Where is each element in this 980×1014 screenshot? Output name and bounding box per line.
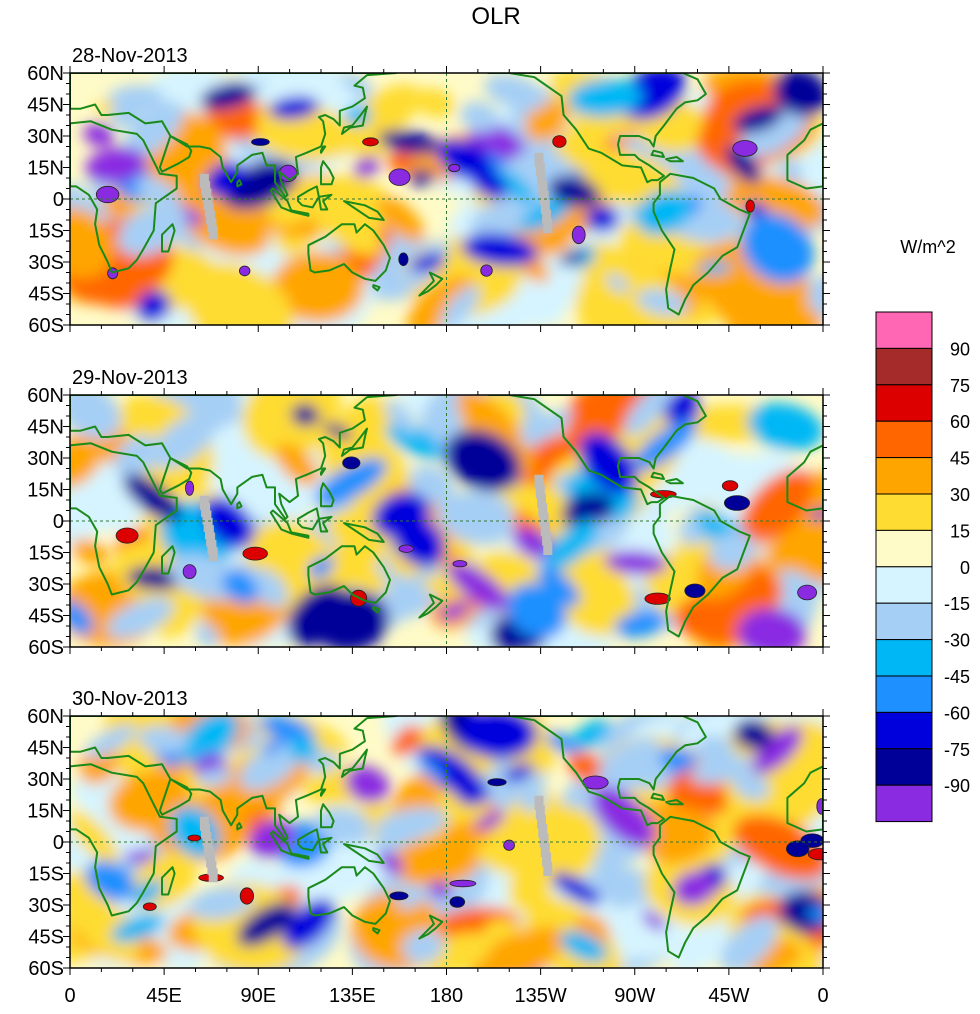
colorbar-swatch <box>875 639 933 677</box>
lat-label: 45N <box>27 738 64 760</box>
colorbar-level-label: -90 <box>944 776 970 796</box>
lat-label: 45S <box>28 927 64 949</box>
lon-label: 135E <box>329 985 376 1007</box>
colorbar-level-label: 15 <box>950 521 970 541</box>
colorbar: 90 75 60 45 30 15 0 -15 -30 -45 -60 -75 -90 <box>875 311 970 823</box>
colorbar-level-label: -45 <box>944 667 970 687</box>
lon-label: 90W <box>614 985 655 1007</box>
anomaly-field <box>70 73 823 325</box>
lon-axis-labels: 0 45E 90E 135E 180 135W 90W 45W 0 <box>64 985 828 1007</box>
lat-label: 30S <box>28 252 64 274</box>
panel-date: 30-Nov-2013 <box>72 688 188 710</box>
colorbar-level-label: 45 <box>950 449 970 469</box>
lat-label: 60N <box>27 706 64 728</box>
lat-label: 45N <box>27 95 64 117</box>
colorbar-swatch <box>875 602 933 641</box>
lat-label: 60S <box>28 315 64 337</box>
colorbar-level-label: 90 <box>950 339 970 359</box>
lat-label: 15N <box>27 158 64 180</box>
olr-panel-2: 60N 45N 30N 15N 0 15S 30S 45S 60S 29-Nov-2013 <box>27 367 830 659</box>
colorbar-level-label: 30 <box>950 485 970 505</box>
panel-date: 28-Nov-2013 <box>72 45 188 67</box>
olr-panel-3: 60N 45N 30N 15N 0 15S 30S 45S 60S 30-Nov-2013 <box>27 688 830 980</box>
lat-label: 15S <box>28 864 64 886</box>
lat-label: 15S <box>28 543 64 565</box>
lon-label: 0 <box>64 985 75 1007</box>
colorbar-swatch <box>875 311 933 349</box>
lon-label: 45E <box>146 985 182 1007</box>
coastlines <box>70 716 823 959</box>
figure-title: OLR <box>471 3 520 30</box>
lat-label: 30N <box>27 769 64 791</box>
lat-label: 15N <box>27 480 64 502</box>
lat-label: 15N <box>27 801 64 823</box>
colorbar-swatch <box>875 493 933 531</box>
colorbar-swatch <box>875 748 933 786</box>
colorbar-swatch <box>875 347 933 386</box>
lat-label: 0 <box>53 189 64 211</box>
coastlines <box>70 73 823 316</box>
colorbar-swatch <box>875 420 933 459</box>
lat-label: 15S <box>28 221 64 243</box>
lat-label: 45N <box>27 417 64 439</box>
lat-label: 30S <box>28 574 64 596</box>
lat-label: 45S <box>28 284 64 306</box>
lat-label: 30S <box>28 895 64 917</box>
lat-label: 60N <box>27 385 64 407</box>
panel-date: 29-Nov-2013 <box>72 367 188 389</box>
lon-label: 0 <box>817 985 828 1007</box>
colorbar-swatch <box>875 384 933 422</box>
anomaly-field <box>70 395 823 647</box>
colorbar-swatch <box>875 566 933 604</box>
colorbar-swatch <box>875 711 933 750</box>
colorbar-level-label: 60 <box>950 412 970 432</box>
lat-label: 0 <box>53 832 64 854</box>
colorbar-level-label: 75 <box>950 376 970 396</box>
colorbar-level-label: -75 <box>944 740 970 760</box>
colorbar-level-label: -15 <box>944 594 970 614</box>
anomaly-field <box>70 716 823 968</box>
lat-label: 45S <box>28 606 64 628</box>
lon-label: 45W <box>708 985 749 1007</box>
colorbar-swatch <box>875 784 933 823</box>
lon-label: 180 <box>430 985 463 1007</box>
coastlines <box>70 395 823 638</box>
colorbar-units: W/m^2 <box>900 237 955 257</box>
colorbar-swatch <box>875 529 933 568</box>
lat-label: 30N <box>27 126 64 148</box>
lat-label: 60S <box>28 958 64 980</box>
colorbar-swatch <box>875 675 933 713</box>
colorbar-level-label: -60 <box>944 703 970 723</box>
colorbar-level-label: 0 <box>960 558 970 578</box>
lon-label: 90E <box>241 985 277 1007</box>
lat-label: 0 <box>53 511 64 533</box>
olr-panel-1: 60N 45N 30N 15N 0 15S 30S 45S 60S 28-Nov-2013 <box>27 45 830 337</box>
lat-label: 60S <box>28 637 64 659</box>
lat-label: 30N <box>27 448 64 470</box>
lon-label: 135W <box>514 985 566 1007</box>
colorbar-swatch <box>875 457 933 495</box>
lat-label: 60N <box>27 63 64 85</box>
colorbar-level-label: -30 <box>944 631 970 651</box>
